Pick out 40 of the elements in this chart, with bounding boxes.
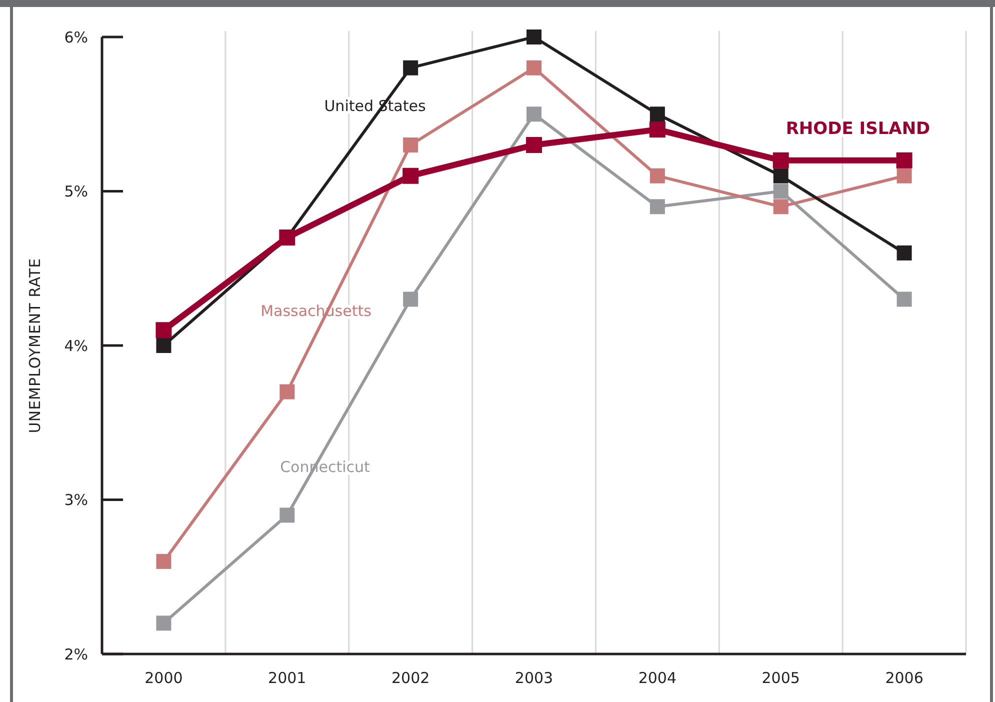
y-tick-label: 6%	[64, 28, 88, 46]
point	[403, 60, 418, 76]
point	[773, 199, 788, 214]
point	[650, 106, 665, 122]
point	[526, 30, 542, 44]
point	[896, 245, 912, 260]
point	[156, 338, 172, 353]
point	[650, 168, 665, 184]
y-tick-label: 2%	[64, 645, 88, 664]
point	[650, 199, 665, 214]
point	[156, 616, 172, 631]
point	[772, 152, 789, 168]
point	[773, 168, 788, 184]
point	[403, 137, 418, 152]
series-label: RHODE ISLAND	[786, 119, 930, 139]
point	[402, 168, 419, 184]
point	[280, 508, 295, 523]
point	[156, 322, 172, 338]
x-tick-label: 2006	[885, 669, 924, 687]
y-tick-label: 4%	[64, 336, 88, 355]
point	[773, 184, 788, 199]
point	[403, 292, 418, 307]
point	[526, 106, 542, 122]
x-tick-label: 2000	[144, 669, 183, 687]
y-axis-title: UNEMPLOYMENT RATE	[26, 258, 44, 434]
x-tick-label: 2004	[638, 669, 677, 687]
x-tick-label: 2005	[762, 669, 800, 687]
y-tick-label: 3%	[64, 491, 88, 509]
point	[896, 152, 912, 168]
point	[280, 384, 295, 400]
x-tick-label: 2002	[391, 669, 430, 687]
x-tick-label: 2003	[514, 669, 554, 687]
point	[649, 122, 666, 138]
point	[896, 292, 912, 307]
point	[896, 168, 912, 184]
point	[526, 136, 542, 153]
point	[156, 554, 172, 569]
point	[526, 60, 542, 76]
x-tick-label: 2001	[268, 669, 306, 687]
y-tick-label: 5%	[64, 182, 88, 200]
